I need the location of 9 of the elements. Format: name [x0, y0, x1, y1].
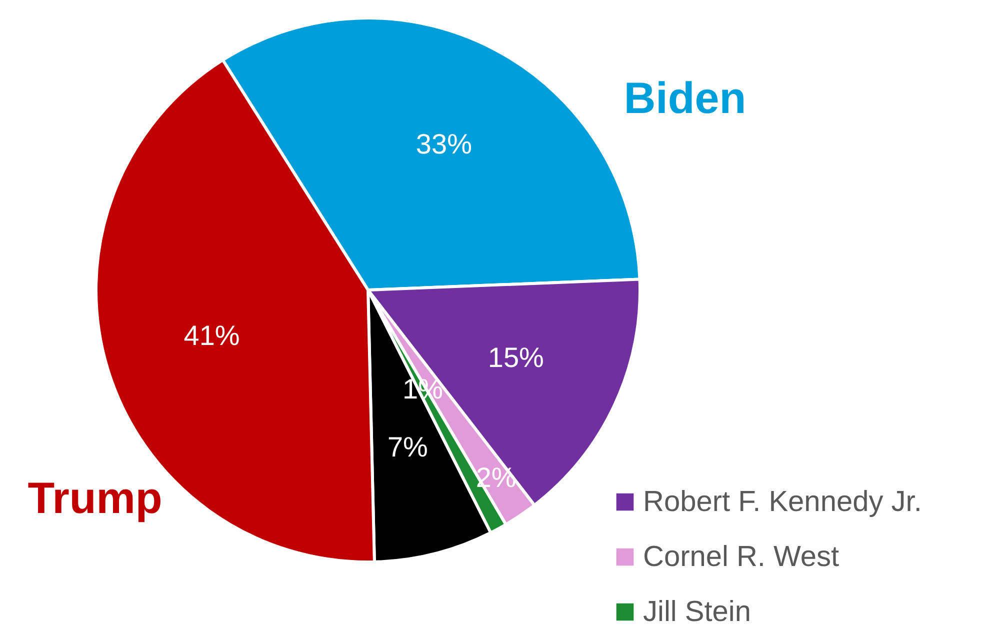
- data-label: 33%: [416, 128, 472, 160]
- data-label: 41%: [184, 320, 240, 352]
- data-label: 7%: [387, 431, 428, 462]
- legend-label: Robert F. Kennedy Jr.: [643, 486, 922, 518]
- legend-label: Cornel R. West: [643, 541, 840, 573]
- slice-label: Trump: [28, 474, 162, 523]
- legend-label: Jill Stein: [643, 596, 751, 628]
- slice-label: Biden: [624, 74, 746, 123]
- data-label: 15%: [488, 342, 544, 373]
